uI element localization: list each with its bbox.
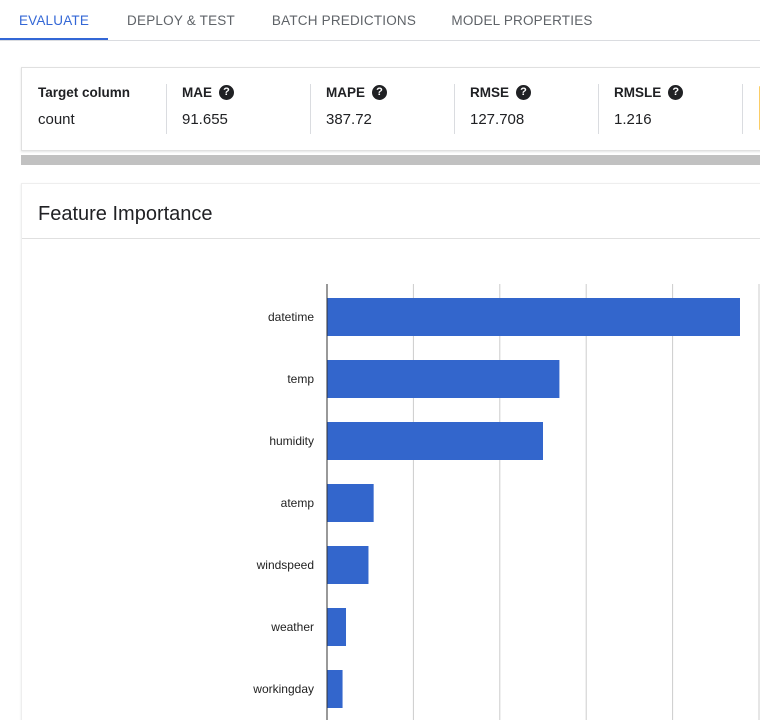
help-icon[interactable]: ? — [372, 85, 388, 100]
bar-windspeed[interactable] — [327, 546, 369, 584]
feature-importance-chart: datetime temp humidity atemp windspeed weathe… — [252, 284, 760, 720]
bar-datetime[interactable] — [327, 298, 740, 336]
metric-rmse: RMSE? 127.708 — [454, 68, 598, 152]
card-divider — [22, 238, 760, 239]
bar-humidity[interactable] — [327, 422, 543, 460]
metric-mape: MAPE? 387.72 — [310, 68, 454, 152]
bar-workingday[interactable] — [327, 670, 343, 708]
metric-label: MAE? — [182, 85, 234, 100]
metric-label: MAPE? — [326, 85, 388, 100]
tab-batch-predictions[interactable]: BATCH PREDICTIONS — [271, 13, 417, 28]
metric-value: count — [38, 111, 75, 128]
horizontal-scrollbar[interactable] — [21, 155, 760, 165]
metric-value: 387.72 — [326, 111, 372, 128]
bar-weather[interactable] — [327, 608, 347, 646]
metric-label: Target column — [38, 85, 130, 100]
help-icon[interactable]: ? — [516, 85, 532, 100]
help-icon[interactable]: ? — [219, 85, 234, 100]
tab-deploy-test[interactable]: DEPLOY & TEST — [127, 13, 235, 28]
tab-bar: EVALUATE DEPLOY & TEST BATCH PREDICTIONS… — [0, 0, 760, 41]
feature-importance-title: Feature Importance — [38, 203, 213, 225]
metric-divider — [742, 84, 743, 134]
metric-divider — [454, 84, 455, 134]
active-tab-indicator — [0, 38, 108, 40]
category-label-windspeed: windspeed — [256, 558, 314, 572]
bar-atemp[interactable] — [327, 484, 374, 522]
category-label-humidity: humidity — [269, 434, 314, 448]
metric-value: 91.655 — [182, 111, 228, 128]
metrics-card: Target column count MAE? 91.655 MAPE? 38… — [21, 67, 760, 151]
category-label-datetime: datetime — [268, 310, 314, 324]
help-icon[interactable]: ? — [668, 85, 684, 100]
metric-label: RMSE? — [470, 85, 532, 100]
mae-label: MAE — [182, 85, 212, 100]
category-label-weather: weather — [270, 620, 314, 634]
category-label-atemp: atemp — [281, 496, 315, 510]
metric-divider — [310, 84, 311, 134]
category-label-temp: temp — [287, 372, 314, 386]
mape-label: MAPE — [326, 85, 366, 100]
bar-temp[interactable] — [327, 360, 560, 398]
tab-evaluate[interactable]: EVALUATE — [18, 13, 90, 28]
metric-divider — [598, 84, 599, 134]
tab-model-properties[interactable]: MODEL PROPERTIES — [451, 13, 593, 28]
rmse-label: RMSE — [470, 85, 510, 100]
target-column-label: Target column — [38, 85, 131, 100]
category-label-workingday: workingday — [252, 682, 314, 696]
metric-mae: MAE? 91.655 — [166, 68, 310, 152]
metric-value: 1.216 — [614, 111, 652, 128]
metric-value: 127.708 — [470, 111, 525, 128]
metric-label: RMSLE? — [614, 85, 684, 100]
rmsle-label: RMSLE — [614, 85, 662, 100]
metric-divider — [166, 84, 167, 134]
metric-target-column: Target column count — [22, 68, 166, 152]
feature-importance-card: Feature Importance datetime temp humidity a… — [21, 183, 760, 720]
metric-rmsle: RMSLE? 1.216 — [598, 68, 742, 152]
